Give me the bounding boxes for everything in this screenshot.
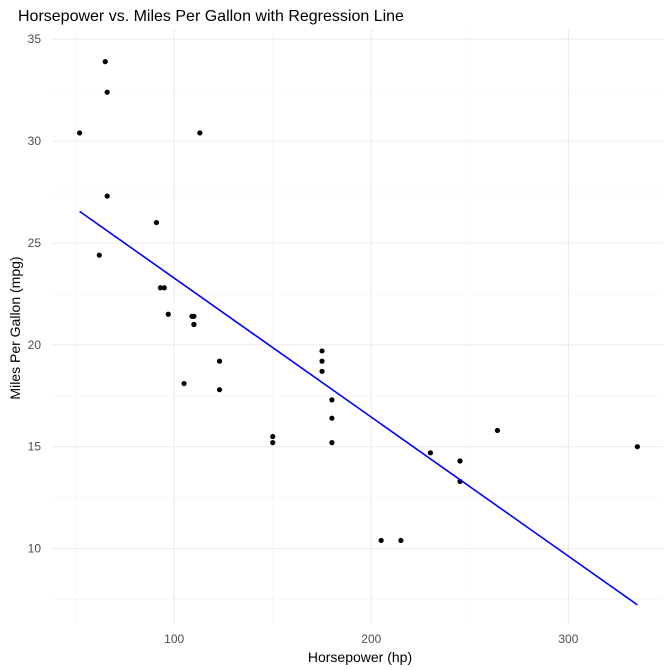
- data-point: [181, 380, 187, 387]
- data-point: [161, 285, 167, 291]
- grid: [52, 29, 663, 624]
- data-point: [216, 358, 223, 364]
- data-point: [634, 444, 640, 450]
- data-point: [189, 313, 195, 319]
- y-tick-label: 25: [28, 236, 42, 250]
- data-point: [378, 537, 384, 544]
- x-tick-label: 200: [361, 632, 381, 646]
- data-point: [457, 458, 463, 464]
- data-point: [329, 397, 335, 403]
- data-point: [76, 130, 83, 136]
- y-tick-label: 35: [28, 32, 42, 46]
- y-tick-label: 30: [28, 134, 42, 148]
- data-point: [270, 433, 276, 440]
- data-point: [157, 285, 164, 291]
- data-point: [104, 193, 110, 199]
- x-tick-label: 100: [164, 632, 184, 646]
- regression-line: [79, 210, 638, 606]
- data-point: [427, 450, 434, 456]
- data-point: [197, 130, 203, 136]
- data-point: [102, 59, 108, 65]
- data-point: [494, 427, 501, 434]
- y-tick-label: 20: [28, 338, 42, 352]
- data-point: [216, 387, 223, 393]
- data-point: [319, 348, 325, 354]
- x-tick-label: 300: [558, 632, 578, 646]
- data-point: [270, 440, 276, 446]
- data-points: [76, 59, 640, 544]
- x-axis-ticks: 100 200 300: [164, 632, 579, 646]
- y-axis-ticks: 10 15 20 25 30 35: [28, 32, 42, 555]
- y-tick-label: 10: [28, 542, 42, 556]
- data-point: [319, 368, 325, 374]
- data-point: [398, 537, 404, 544]
- y-axis-title: Miles Per Gallon (mpg): [7, 256, 23, 399]
- data-point: [96, 252, 102, 258]
- x-axis-title: Horsepower (hp): [308, 649, 412, 665]
- data-point: [153, 219, 160, 226]
- chart-title: Horsepower vs. Miles Per Gallon with Reg…: [18, 8, 404, 25]
- data-point: [329, 440, 335, 446]
- data-point: [104, 89, 110, 95]
- regression-line-group: [79, 210, 638, 606]
- y-tick-label: 15: [28, 440, 42, 454]
- data-point: [319, 358, 325, 364]
- data-point: [329, 415, 335, 421]
- data-point: [165, 311, 171, 317]
- data-point: [191, 321, 197, 328]
